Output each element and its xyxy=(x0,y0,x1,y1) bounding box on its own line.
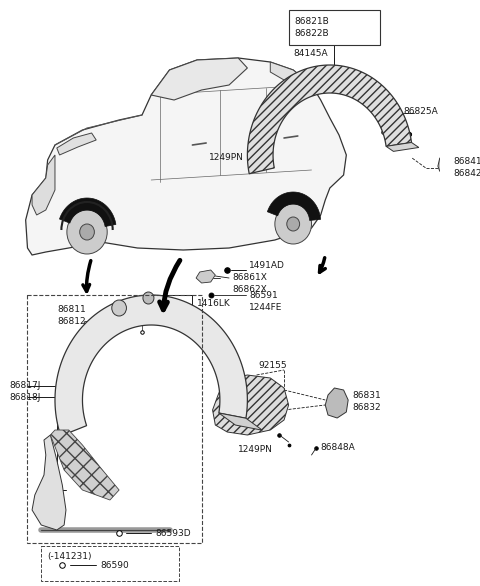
Text: 1249PN: 1249PN xyxy=(209,153,244,162)
Circle shape xyxy=(112,300,126,316)
Text: 86821B: 86821B xyxy=(294,18,329,26)
Bar xyxy=(41,546,179,581)
Polygon shape xyxy=(196,270,216,283)
Polygon shape xyxy=(267,192,321,220)
Circle shape xyxy=(80,224,95,240)
Text: 1491AD: 1491AD xyxy=(249,261,285,270)
Text: 86861X: 86861X xyxy=(233,274,267,282)
Text: 86842: 86842 xyxy=(454,169,480,178)
Text: 86590: 86590 xyxy=(101,560,130,570)
Bar xyxy=(288,10,380,45)
Text: 1416LK: 1416LK xyxy=(197,298,231,308)
Text: 86825A: 86825A xyxy=(403,107,438,117)
Text: 1244FE: 1244FE xyxy=(249,302,283,312)
Text: 86822B: 86822B xyxy=(294,29,329,38)
Polygon shape xyxy=(151,58,247,100)
Text: 86817J: 86817J xyxy=(9,381,40,390)
Polygon shape xyxy=(32,155,55,215)
Text: 86812: 86812 xyxy=(57,318,86,326)
Text: 86832: 86832 xyxy=(353,403,382,411)
Polygon shape xyxy=(247,65,411,173)
Text: 86862X: 86862X xyxy=(233,285,267,295)
Polygon shape xyxy=(60,198,116,227)
Polygon shape xyxy=(57,133,96,155)
Text: 86818J: 86818J xyxy=(9,393,40,401)
Polygon shape xyxy=(25,58,347,255)
Circle shape xyxy=(287,217,300,231)
Text: 86841: 86841 xyxy=(454,156,480,166)
Polygon shape xyxy=(32,435,66,530)
Polygon shape xyxy=(50,430,119,500)
Text: 84145A: 84145A xyxy=(293,49,328,57)
Text: (-141231): (-141231) xyxy=(48,551,92,560)
Text: 86591: 86591 xyxy=(249,291,278,299)
Circle shape xyxy=(143,292,154,304)
Polygon shape xyxy=(213,375,288,435)
Text: 1249PN: 1249PN xyxy=(238,445,273,455)
Circle shape xyxy=(275,204,312,244)
Polygon shape xyxy=(270,62,312,90)
Text: 86831: 86831 xyxy=(353,390,382,400)
Polygon shape xyxy=(386,142,419,151)
Text: 86848A: 86848A xyxy=(321,444,355,452)
Polygon shape xyxy=(325,388,348,418)
Text: 86834E: 86834E xyxy=(83,321,117,329)
Polygon shape xyxy=(438,156,451,174)
Bar xyxy=(27,295,202,543)
Circle shape xyxy=(67,210,107,254)
Polygon shape xyxy=(55,295,247,436)
Text: 86593D: 86593D xyxy=(156,529,192,537)
Polygon shape xyxy=(219,413,263,430)
Text: 86811: 86811 xyxy=(57,305,86,315)
Text: 92155: 92155 xyxy=(258,360,287,370)
